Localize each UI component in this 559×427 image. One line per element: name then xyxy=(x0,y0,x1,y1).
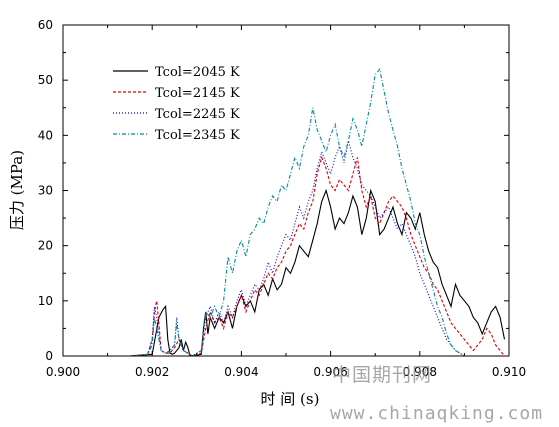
y-tick-label: 60 xyxy=(38,18,53,32)
x-tick-label: 0.910 xyxy=(492,365,526,379)
series-line-3 xyxy=(63,140,505,357)
x-axis-label: 时 间 (s) xyxy=(261,390,320,408)
series-line-1 xyxy=(63,188,506,357)
x-tick-label: 0.906 xyxy=(313,365,347,379)
x-tick-label: 0.902 xyxy=(135,365,169,379)
y-tick-label: 30 xyxy=(38,184,53,198)
legend-label-2: Tcol=2145 K xyxy=(155,86,240,101)
watermark-cn: 中国期刊网 xyxy=(332,364,433,386)
legend-label-3: Tcol=2245 K xyxy=(155,107,240,122)
ticks-layer: 0.900 0.902 0.904 0.906 0.908 0.910 0 10 20 30 40 5… xyxy=(38,18,526,379)
y-tick-label: 50 xyxy=(38,73,53,87)
watermark-url: www.chinaqking.com xyxy=(330,403,544,424)
x-tick-label: 0.904 xyxy=(224,365,258,379)
legend: Tcol=2045 K Tcol=2145 K Tcol=2245 K Tcol=23… xyxy=(113,65,240,143)
x-tick-label: 0.908 xyxy=(403,365,437,379)
legend-label-1: Tcol=2045 K xyxy=(155,65,240,80)
y-tick-label: 20 xyxy=(38,239,53,253)
x-tick-label: 0.900 xyxy=(46,365,80,379)
y-tick-label: 0 xyxy=(45,349,53,363)
legend-label-4: Tcol=2345 K xyxy=(155,128,240,143)
y-tick-label: 40 xyxy=(38,128,53,142)
y-tick-label: 10 xyxy=(38,294,53,308)
y-axis-label: 压力 (MPa) xyxy=(8,150,26,230)
